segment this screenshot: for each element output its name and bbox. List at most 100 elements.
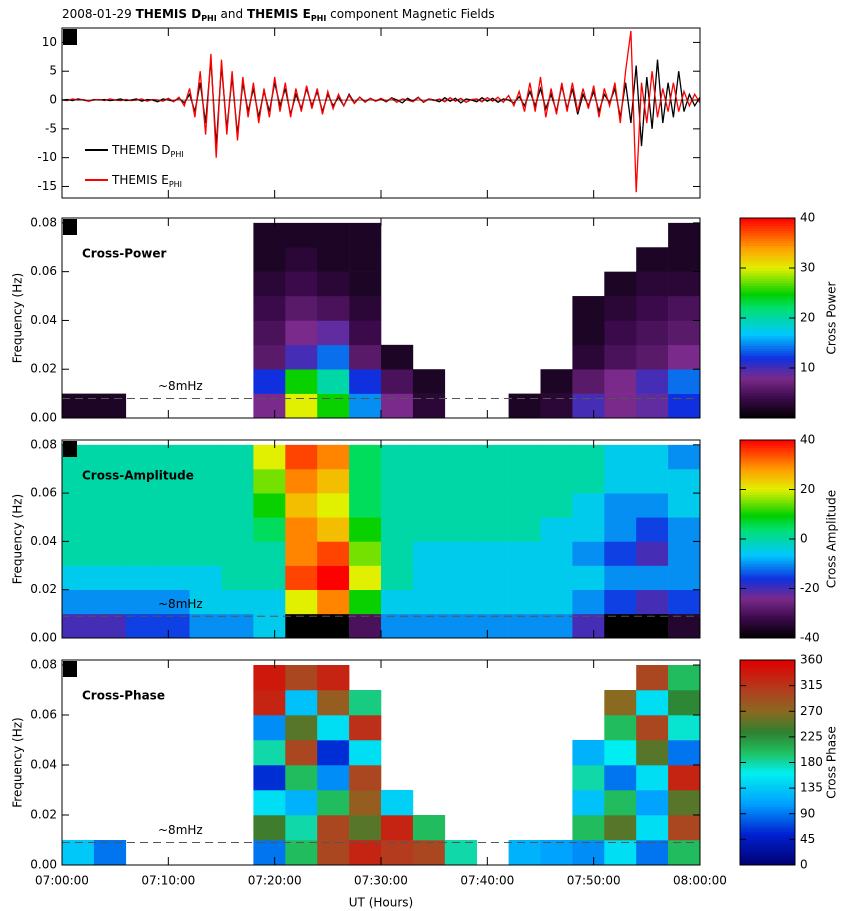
colorbar-swatch (740, 718, 795, 722)
title-part: THEMIS D (136, 7, 202, 21)
heatmap-cell (285, 296, 318, 321)
heatmap-cell (604, 320, 637, 346)
colorbar-swatch (740, 474, 795, 478)
reference-label: ~8mHz (158, 597, 203, 611)
heatmap-cell (381, 493, 414, 518)
colorbar-swatch (740, 752, 795, 756)
heatmap-cell (253, 247, 286, 272)
colorbar-swatch (740, 772, 795, 776)
colorbar-swatch (740, 295, 795, 299)
heatmap-cell (444, 613, 477, 639)
colorbar-swatch (740, 415, 795, 419)
heatmap-cell (157, 541, 190, 566)
colorbar-swatch (740, 378, 795, 381)
colorbar-swatch (740, 854, 795, 858)
heatmap-cell (572, 344, 605, 370)
legend-name: THEMIS D (111, 143, 171, 157)
heatmap-cell (157, 517, 190, 542)
colorbar-swatch (740, 253, 795, 256)
heatmap-cell (62, 468, 95, 494)
heatmap-cell (317, 369, 350, 394)
heatmap-cell (253, 715, 286, 741)
colorbar-swatch (740, 857, 795, 861)
heatmap-cell (349, 690, 382, 716)
heatmap-cell (636, 517, 669, 542)
heatmap-cell (157, 589, 190, 615)
heatmap-cell (668, 271, 701, 297)
colorbar-swatch (740, 457, 795, 461)
heatmap-cell (221, 444, 254, 470)
colorbar-swatch (740, 665, 795, 669)
heatmap-cell (285, 247, 318, 272)
heatmap-cell (604, 589, 637, 615)
heatmap-cell (285, 493, 318, 518)
heatmap-cell (508, 393, 541, 419)
heatmap-cell (285, 815, 318, 841)
heatmap-cell (412, 517, 446, 542)
colorbar-swatch (740, 408, 795, 411)
heatmap-cell (604, 815, 637, 841)
heatmap-cell (285, 715, 318, 741)
colorbar-swatch (740, 620, 795, 624)
heatmap-cell (317, 493, 350, 518)
heatmap-cell (125, 468, 158, 494)
colorbar-swatch (740, 757, 795, 761)
colorbar-swatch (740, 775, 795, 779)
heatmap-cell (189, 468, 222, 494)
legend-subscript: PHI (169, 180, 182, 189)
heatmap-cell (93, 541, 127, 566)
heatmap-cell (349, 541, 382, 566)
colorbar-tick-label: 40 (800, 433, 815, 447)
colorbar-swatch (740, 795, 795, 799)
heatmap-cell (349, 468, 382, 494)
heatmap-cell (221, 468, 254, 494)
colorbar-swatch (740, 798, 795, 802)
heatmap-cell (508, 541, 541, 566)
colorbar-swatch (740, 759, 795, 763)
y-tick-label: 0.04 (30, 534, 57, 548)
heatmap-cell (540, 565, 573, 591)
colorbar-tick-label: 40 (800, 211, 815, 225)
colorbar-swatch (740, 504, 795, 508)
heatmap-cell (668, 468, 701, 494)
y-tick-label: 0.08 (30, 658, 57, 672)
colorbar-swatch (740, 742, 795, 746)
heatmap-cell (253, 740, 286, 766)
heatmap-cell (476, 565, 509, 591)
heatmap-cell (253, 589, 286, 615)
colorbar-swatch (740, 273, 795, 276)
colorbar-swatch (740, 275, 795, 279)
colorbar-swatch (740, 849, 795, 853)
colorbar-swatch (740, 693, 795, 697)
heatmap-cell (572, 444, 605, 470)
heatmap-cell (317, 765, 350, 791)
colorbar-swatch (740, 534, 795, 538)
colorbar-swatch (740, 370, 795, 374)
colorbar-swatch (740, 568, 795, 572)
heatmap-cell (604, 344, 637, 370)
heatmap-cell (285, 320, 318, 346)
heatmap-cell (540, 840, 573, 866)
heatmap-cell (285, 517, 318, 542)
heatmap-cell (93, 517, 127, 542)
colorbar-swatch (740, 218, 795, 221)
colorbar-tick-label: 270 (800, 704, 823, 718)
heatmap-cell (189, 565, 222, 591)
heatmap-cell (668, 690, 701, 716)
heatmap-cell (636, 665, 669, 691)
colorbar-swatch (740, 335, 795, 339)
colorbar-swatch (740, 506, 795, 510)
heatmap-cell (317, 665, 350, 691)
heatmap-cell (540, 613, 573, 639)
y-axis-label: Frequency (Hz) (11, 273, 25, 364)
heatmap-cell (636, 715, 669, 741)
colorbar-swatch (740, 698, 795, 702)
colorbar-swatch (740, 767, 795, 771)
heatmap-cell (349, 296, 382, 321)
colorbar-swatch (740, 363, 795, 366)
heatmap-cell (604, 565, 637, 591)
heatmap-cell (189, 613, 222, 639)
heatmap-cell (412, 369, 446, 394)
colorbar-swatch (740, 531, 795, 535)
heatmap-cell (604, 517, 637, 542)
